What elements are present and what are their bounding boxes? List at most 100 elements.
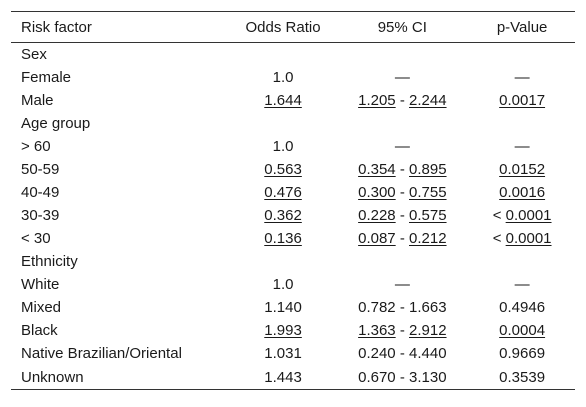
ci-lower-value: — [394, 276, 410, 293]
ci-lower-value: 0.087 [358, 230, 396, 247]
ci-upper-value: 0.755 [409, 184, 447, 201]
risk-factor-label: 40-49 [21, 184, 60, 201]
ci-cell: 0.354 - 0.895 [335, 158, 469, 181]
ci-upper-value: 2.912 [409, 322, 447, 339]
risk-factor-label: White [21, 276, 60, 293]
ci-lower-value: 0.240 [358, 345, 396, 362]
risk-factor-label: Unknown [11, 365, 231, 390]
ci-cell: 1.363 - 2.912 [335, 319, 469, 342]
header-p-value: p-Value [469, 11, 575, 43]
p-value: — [514, 69, 530, 86]
header-95-ci: 95% CI [335, 11, 470, 43]
table-row: > 60 1.0 — — [11, 135, 575, 158]
empty-cell [469, 43, 575, 67]
header-odds-ratio: Odds Ratio [230, 11, 336, 43]
p-value: 0.0152 [499, 161, 546, 178]
ci-separator: - [395, 184, 409, 201]
group-label: Sex [21, 46, 47, 63]
ci-separator: - [395, 92, 409, 109]
p-value-prefix: < [492, 207, 506, 224]
ci-separator: - [395, 207, 409, 224]
p-value: 0.0001 [505, 230, 552, 247]
ci-lower-value: 0.300 [358, 184, 396, 201]
ci-separator: - [395, 322, 409, 339]
ci-lower-value: 0.228 [358, 207, 396, 224]
ci-upper-value: 0.575 [409, 207, 447, 224]
p-value: 0.4946 [499, 299, 546, 316]
p-value: — [514, 276, 530, 293]
p-value: 0.3539 [499, 368, 546, 386]
header-risk-factor: Risk factor [11, 11, 231, 43]
risk-factor-table-container: Risk factor Odds Ratio 95% CI p-Value Se… [11, 11, 575, 390]
risk-factor-label: > 60 [21, 138, 51, 155]
empty-cell [335, 250, 469, 273]
odds-ratio-value: 0.563 [264, 161, 302, 178]
risk-factor-label: Male [21, 92, 54, 109]
ci-cell: 1.205 - 2.244 [335, 89, 469, 112]
ci-cell: 0.228 - 0.575 [335, 204, 469, 227]
risk-factor-label: < 30 [21, 230, 51, 247]
table-header: Risk factor Odds Ratio 95% CI p-Value [11, 11, 575, 43]
odds-ratio-cell: 1.644 [231, 89, 336, 112]
empty-cell [231, 43, 336, 67]
ci-cell: 0.087 - 0.212 [335, 227, 469, 250]
ci-cell: — [335, 66, 469, 89]
p-value-cell: 0.3539 [469, 365, 575, 390]
ci-lower-value: 0.782 [358, 299, 396, 316]
risk-factor-label: Native Brazilian/Oriental [21, 345, 182, 362]
p-value-cell: 0.4946 [469, 296, 575, 319]
odds-ratio-value: 1.993 [264, 322, 302, 339]
risk-factor-label: Female [21, 69, 72, 86]
ci-cell: 0.782 - 1.663 [335, 296, 469, 319]
odds-ratio-value: 1.031 [264, 345, 302, 362]
p-value-cell: < 0.0001 [469, 227, 575, 250]
odds-ratio-cell: 1.993 [231, 319, 336, 342]
group-label: Age group [21, 115, 91, 132]
risk-factor-label: Black [21, 322, 58, 339]
p-value-cell: — [469, 66, 575, 89]
ci-lower-value: 0.670 [358, 368, 396, 386]
empty-cell [469, 250, 575, 273]
table-row: Mixed 1.140 0.782 - 1.663 0.4946 [11, 296, 575, 319]
odds-ratio-cell: 0.476 [231, 181, 336, 204]
odds-ratio-value: 1.443 [264, 368, 302, 386]
odds-ratio-cell: 1.031 [231, 342, 336, 365]
group-header-row: Age group [11, 112, 575, 135]
p-value-prefix: < [492, 230, 506, 247]
ci-lower-value: 1.363 [358, 322, 396, 339]
empty-cell [231, 112, 336, 135]
ci-upper-value: 3.130 [409, 368, 447, 386]
table-row: Native Brazilian/Oriental 1.031 0.240 - 4.… [11, 342, 575, 365]
group-header-row: Ethnicity [11, 250, 575, 273]
odds-ratio-cell: 1.443 [230, 365, 336, 390]
ci-cell: 0.240 - 4.440 [335, 342, 469, 365]
p-value-cell: 0.0004 [469, 319, 575, 342]
empty-cell [335, 112, 469, 135]
ci-separator: - [395, 345, 409, 362]
odds-ratio-cell: 0.136 [231, 227, 336, 250]
ci-upper-value: 0.212 [409, 230, 447, 247]
p-value-cell: 0.0152 [469, 158, 575, 181]
p-value: 0.9669 [499, 345, 546, 362]
table-row: White 1.0 — — [11, 273, 575, 296]
ci-upper-value: 4.440 [409, 345, 447, 362]
risk-factor-label: 50-59 [21, 161, 60, 178]
ci-cell: — [335, 273, 469, 296]
ci-separator: - [395, 368, 409, 386]
p-value-cell: — [469, 273, 575, 296]
ci-cell: 0.300 - 0.755 [335, 181, 469, 204]
p-value: 0.0004 [499, 322, 546, 339]
odds-ratio-cell: 0.563 [231, 158, 336, 181]
odds-ratio-value: 1.644 [264, 92, 302, 109]
table-row: Unknown 1.443 0.670 - 3.130 0.3539 [11, 365, 575, 390]
p-value-cell: 0.0016 [469, 181, 575, 204]
odds-ratio-value: 1.0 [272, 276, 294, 293]
p-value-cell: 0.9669 [469, 342, 575, 365]
p-value-cell: < 0.0001 [469, 204, 575, 227]
odds-ratio-cell: 1.0 [231, 135, 336, 158]
header-row: Risk factor Odds Ratio 95% CI p-Value [11, 11, 575, 43]
ci-upper-value: 0.895 [409, 161, 447, 178]
ci-lower-value: 1.205 [358, 92, 396, 109]
ci-lower-value: — [394, 138, 410, 155]
risk-factor-label: Mixed [21, 299, 62, 316]
